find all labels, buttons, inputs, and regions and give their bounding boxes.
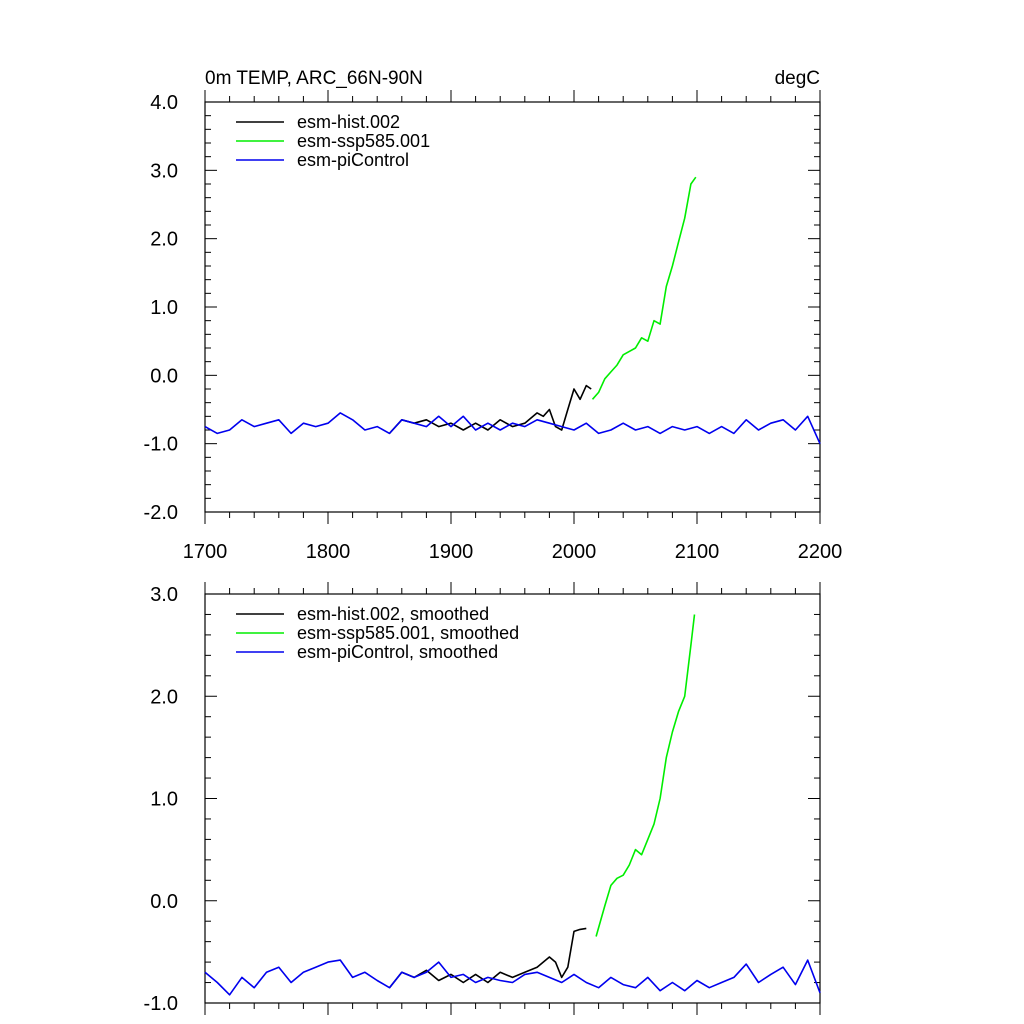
legend-label: esm-piControl, smoothed — [297, 642, 498, 662]
y-tick-label: 3.0 — [150, 160, 178, 182]
x-tick-label: 1900 — [429, 541, 474, 563]
legend-label: esm-piControl — [297, 150, 409, 170]
x-tick-label: 2000 — [552, 541, 597, 563]
x-tick-label: 1700 — [183, 541, 228, 563]
y-tick-label: -1.0 — [144, 434, 178, 456]
series-line — [204, 412, 821, 445]
series-line — [591, 176, 697, 400]
legend-label: esm-ssp585.001 — [297, 131, 430, 151]
series-line — [595, 614, 696, 937]
y-tick-label: 0.0 — [150, 365, 178, 387]
y-tick-label: 3.0 — [150, 584, 178, 606]
chart-title: 0m TEMP, ARC_66N-90N — [205, 68, 423, 89]
y-tick-label: 1.0 — [150, 297, 178, 319]
y-tick-label: 1.0 — [150, 789, 178, 811]
legend-label: esm-hist.002, smoothed — [297, 604, 489, 624]
y-tick-label: 2.0 — [150, 686, 178, 708]
units-label: degC — [775, 68, 820, 89]
x-tick-label: 1800 — [306, 541, 351, 563]
y-tick-label: 4.0 — [150, 92, 178, 114]
y-tick-label: 0.0 — [150, 891, 178, 913]
legend-label: esm-ssp585.001, smoothed — [297, 623, 519, 643]
x-tick-label: 2100 — [675, 541, 720, 563]
series-line — [388, 927, 587, 989]
x-tick-label: 2200 — [798, 541, 843, 563]
y-tick-label: 2.0 — [150, 229, 178, 251]
y-tick-label: -1.0 — [144, 993, 178, 1015]
legend-label: esm-hist.002 — [297, 112, 400, 132]
top-panel: 1700 1800 1900 2000 2100 2200 -2.0 -1.0 0.0 1.0 2.… — [144, 90, 843, 563]
y-tick-label: -2.0 — [144, 502, 178, 524]
series-line — [204, 959, 821, 996]
